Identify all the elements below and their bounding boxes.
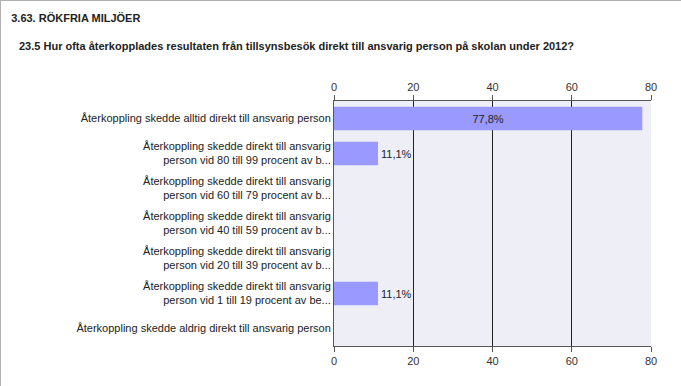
svg-text:Återkoppling skedde alltid dir: Återkoppling skedde alltid direkt till a…: [81, 112, 331, 124]
svg-text:40: 40: [486, 81, 498, 93]
svg-text:Återkoppling skedde direkt til: Återkoppling skedde direkt till ansvarig…: [143, 175, 331, 201]
svg-text:3.63. RÖKFRIA MILJÖER: 3.63. RÖKFRIA MILJÖER: [11, 12, 140, 24]
svg-text:80: 80: [645, 355, 657, 367]
svg-text:0: 0: [331, 81, 337, 93]
svg-text:11,1%: 11,1%: [381, 288, 412, 300]
svg-text:23.5 Hur ofta återkopplades re: 23.5 Hur ofta återkopplades resultaten f…: [19, 40, 574, 52]
svg-text:Återkoppling skedde direkt til: Återkoppling skedde direkt till ansvarig…: [143, 210, 331, 236]
svg-text:Återkoppling skedde direkt til: Återkoppling skedde direkt till ansvarig…: [143, 140, 331, 166]
svg-text:40: 40: [486, 355, 498, 367]
svg-text:60: 60: [566, 355, 578, 367]
svg-text:Återkoppling skedde aldrig dir: Återkoppling skedde aldrig direkt till a…: [76, 322, 330, 334]
svg-text:60: 60: [566, 81, 578, 93]
svg-text:0: 0: [331, 355, 337, 367]
svg-text:77,8%: 77,8%: [472, 113, 503, 125]
svg-text:20: 20: [407, 81, 419, 93]
svg-text:20: 20: [407, 355, 419, 367]
svg-text:11,1%: 11,1%: [381, 148, 412, 160]
svg-text:Återkoppling skedde direkt til: Återkoppling skedde direkt till ansvarig…: [143, 245, 331, 271]
svg-text:Återkoppling skedde direkt til: Återkoppling skedde direkt till ansvarig…: [143, 280, 331, 306]
svg-text:80: 80: [645, 81, 657, 93]
